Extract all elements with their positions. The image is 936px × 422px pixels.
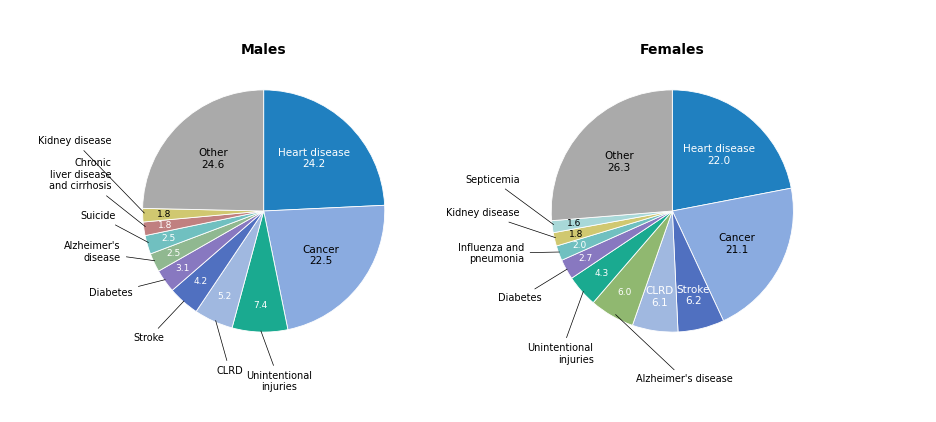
Wedge shape (593, 211, 672, 325)
Text: CLRD: CLRD (215, 321, 243, 376)
Text: Other
26.3: Other 26.3 (604, 151, 634, 173)
Text: 2.5: 2.5 (161, 234, 175, 243)
Wedge shape (572, 211, 672, 303)
Text: 6.0: 6.0 (618, 288, 632, 297)
Text: Suicide: Suicide (80, 211, 149, 243)
Wedge shape (264, 205, 385, 330)
Text: Other
24.6: Other 24.6 (198, 148, 227, 170)
Wedge shape (142, 208, 264, 222)
Text: 4.3: 4.3 (594, 269, 608, 278)
Wedge shape (151, 211, 264, 271)
Wedge shape (232, 211, 288, 332)
Title: Males: Males (241, 43, 286, 57)
Wedge shape (672, 90, 791, 211)
Wedge shape (197, 211, 264, 328)
Text: Kidney disease: Kidney disease (446, 208, 556, 238)
Wedge shape (551, 211, 672, 233)
Text: Stroke: Stroke (134, 301, 184, 343)
Text: 7.4: 7.4 (254, 301, 268, 310)
Text: 1.8: 1.8 (157, 210, 171, 219)
Text: Kidney disease: Kidney disease (37, 136, 144, 213)
Wedge shape (562, 211, 672, 278)
Text: Cancer
22.5: Cancer 22.5 (302, 245, 340, 266)
Wedge shape (264, 90, 385, 211)
Text: Chronic
liver disease
and cirrhosis: Chronic liver disease and cirrhosis (49, 158, 145, 227)
Text: Influenza and
pneumonia: Influenza and pneumonia (459, 243, 560, 264)
Text: Unintentional
injuries: Unintentional injuries (528, 291, 593, 365)
Text: 2.5: 2.5 (167, 249, 181, 258)
Text: Unintentional
injuries: Unintentional injuries (246, 331, 313, 392)
Text: Diabetes: Diabetes (498, 269, 567, 303)
Text: Diabetes: Diabetes (89, 280, 165, 298)
Wedge shape (556, 211, 672, 260)
Wedge shape (158, 211, 264, 290)
Wedge shape (172, 211, 264, 311)
Wedge shape (672, 211, 724, 332)
Text: CLRD
6.1: CLRD 6.1 (646, 287, 674, 308)
Wedge shape (553, 211, 672, 246)
Text: 4.2: 4.2 (194, 277, 208, 286)
Text: 3.1: 3.1 (176, 264, 190, 273)
Text: Alzheimer's
disease: Alzheimer's disease (65, 241, 154, 263)
Wedge shape (633, 211, 678, 332)
Wedge shape (143, 211, 264, 235)
Text: Heart disease
24.2: Heart disease 24.2 (278, 148, 350, 169)
Text: Heart disease
22.0: Heart disease 22.0 (682, 144, 754, 166)
Wedge shape (142, 90, 264, 211)
Text: Alzheimer's disease: Alzheimer's disease (616, 314, 733, 384)
Text: Cancer
21.1: Cancer 21.1 (719, 233, 755, 255)
Text: 2.0: 2.0 (572, 241, 586, 250)
Wedge shape (672, 188, 794, 321)
Wedge shape (145, 211, 264, 254)
Text: Stroke
6.2: Stroke 6.2 (677, 285, 709, 306)
Text: 1.8: 1.8 (569, 230, 583, 239)
Text: Septicemia: Septicemia (465, 175, 553, 225)
Wedge shape (551, 90, 672, 221)
Text: 2.7: 2.7 (578, 254, 592, 263)
Title: Females: Females (640, 43, 705, 57)
Text: 5.2: 5.2 (217, 292, 231, 301)
Text: 1.6: 1.6 (566, 219, 581, 228)
Text: 1.8: 1.8 (158, 221, 172, 230)
